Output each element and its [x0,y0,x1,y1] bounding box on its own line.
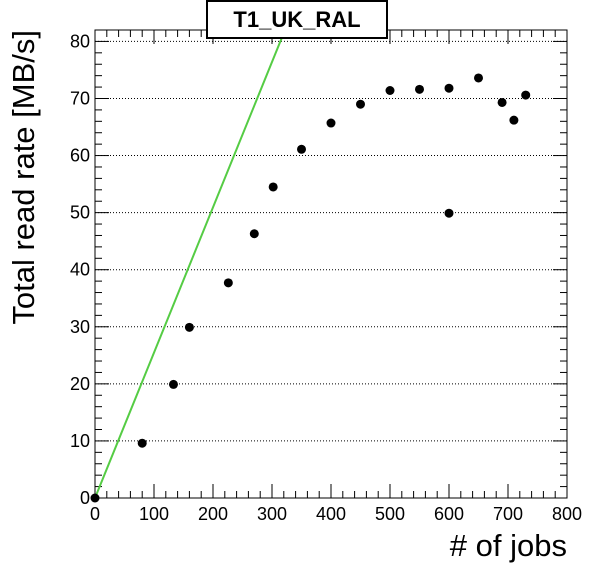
x-tick-label: 200 [198,504,228,524]
x-tick-label: 100 [139,504,169,524]
x-axis-title: # of jobs [450,528,567,563]
data-point [184,322,194,332]
x-tick-label: 300 [257,504,287,524]
y-tick-label: 10 [70,431,90,451]
x-tick-label: 500 [375,504,405,524]
y-axis-title: Total read rate [MB/s] [6,30,41,325]
data-point [444,208,454,218]
data-point [268,182,278,192]
x-tick-label: 400 [316,504,346,524]
data-point [223,278,233,288]
data-point [168,379,178,389]
x-tick-label: 0 [90,504,100,524]
y-tick-label: 80 [70,31,90,51]
data-point [249,229,259,239]
data-layer [90,29,531,503]
data-point [474,73,483,83]
y-tick-label: 30 [70,317,90,337]
chart-title-box [206,0,388,39]
y-tick-label: 0 [80,488,90,508]
y-tick-label: 70 [70,88,90,108]
data-point [326,118,336,128]
data-point [509,115,519,125]
tick-labels: 0 100 200 300 400 500 600 700 800 0 10 20 30 40 50 60 70… [70,31,582,524]
data-point [497,97,507,107]
chart-title: T1_UK_RAL [233,7,360,32]
data-point [297,144,306,154]
x-tick-label: 800 [552,504,582,524]
data-point [385,85,395,95]
data-point [90,493,100,503]
y-tick-label: 40 [70,260,90,280]
data-point [415,84,424,94]
data-point [356,99,365,109]
data-point [137,438,147,448]
y-tick-label: 50 [70,203,90,223]
x-tick-label: 600 [434,504,464,524]
reference-line [94,29,286,499]
y-tick-label: 20 [70,374,90,394]
data-point [444,83,454,93]
data-point [521,90,531,100]
y-tick-label: 60 [70,146,90,166]
x-tick-label: 700 [493,504,523,524]
